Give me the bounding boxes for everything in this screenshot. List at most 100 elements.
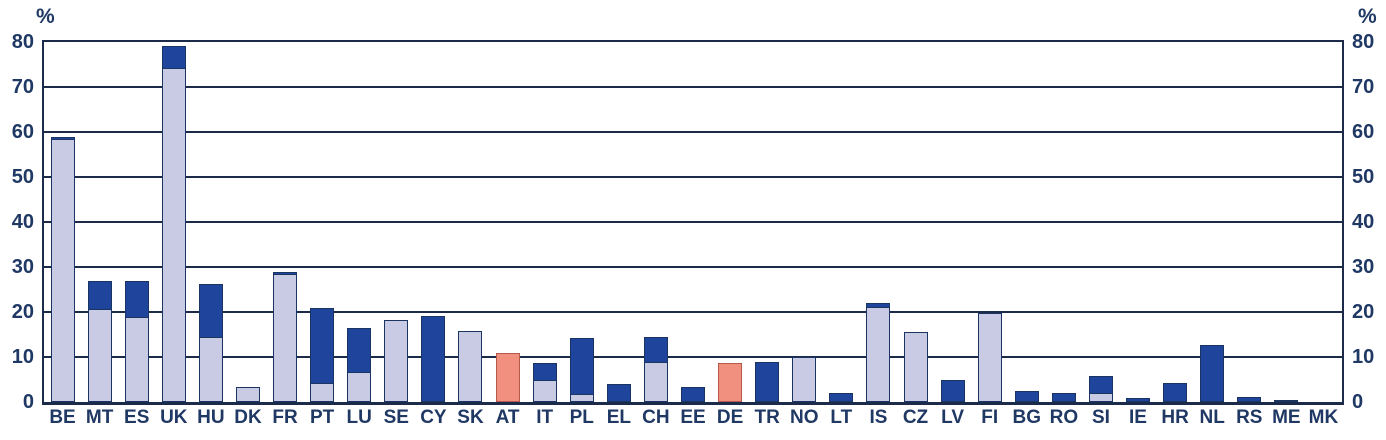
bar-segment-lower-SI: [1088, 393, 1113, 402]
bar-DK: [235, 386, 260, 402]
bar-segment-lower-LU: [347, 372, 372, 402]
bar-segment-lower-IS: [866, 306, 891, 402]
x-label-RS: RS: [1236, 407, 1263, 428]
x-label-HU: HU: [197, 407, 225, 428]
bar-segment-highlight-DE: [718, 363, 743, 402]
bar-CY: [421, 315, 446, 402]
bar-NO: [792, 357, 817, 402]
x-label-ES: ES: [124, 407, 150, 428]
x-label-FI: FI: [981, 407, 999, 428]
x-label-BE: BE: [49, 407, 76, 428]
bar-segment-lower-FR: [273, 274, 298, 402]
y-tick-label-left-10: 10: [11, 346, 34, 368]
bar-MT: [87, 281, 112, 402]
bar-segment-lower-PL: [569, 393, 594, 402]
x-label-DK: DK: [234, 407, 262, 428]
x-label-IT: IT: [536, 407, 554, 428]
y-tick-label-left-30: 30: [11, 256, 34, 278]
bar-segment-upper-RS: [1237, 396, 1262, 402]
y-tick-label-right-30: 30: [1352, 256, 1375, 278]
bar-segment-upper-UK: [161, 45, 186, 70]
bar-segment-upper-NL: [1200, 344, 1225, 402]
y-tick-label-right-0: 0: [1352, 391, 1364, 413]
bar-segment-lower-DK: [235, 386, 260, 402]
x-label-CH: CH: [642, 407, 670, 428]
bar-ES: [124, 281, 149, 402]
bar-segment-lower-CH: [643, 362, 668, 402]
x-label-EL: EL: [606, 407, 631, 428]
bar-segment-lower-PT: [310, 382, 335, 402]
bar-segment-upper-SI: [1088, 376, 1113, 395]
bar-segment-upper-LV: [940, 380, 965, 402]
y-tick-label-right-50: 50: [1352, 166, 1375, 188]
x-label-MK: MK: [1308, 407, 1339, 428]
y-tick-label-left-70: 70: [11, 76, 34, 98]
bar-PT: [310, 307, 335, 402]
x-label-SE: SE: [383, 407, 409, 428]
bar-SE: [384, 319, 409, 402]
y-tick-label-left-50: 50: [11, 166, 34, 188]
bar-FR: [273, 272, 298, 402]
bar-HU: [198, 283, 223, 402]
x-label-CZ: CZ: [902, 407, 929, 428]
bar-NL: [1200, 344, 1225, 402]
y-tick-label-right-80: 80: [1352, 31, 1375, 53]
x-label-SI: SI: [1091, 407, 1110, 428]
bar-RS: [1237, 396, 1262, 402]
y-tick-label-left-60: 60: [11, 121, 34, 143]
bar-segment-upper-HR: [1163, 383, 1188, 402]
y-tick-label-left-80: 80: [11, 31, 34, 53]
bar-segment-upper-EL: [606, 384, 631, 402]
bar-segment-upper-EE: [681, 386, 705, 402]
bar-FI: [977, 313, 1002, 402]
x-label-AT: AT: [495, 407, 520, 428]
bar-CZ: [903, 332, 928, 402]
bar-segment-upper-ES: [124, 281, 149, 319]
y-tick-label-right-20: 20: [1352, 301, 1375, 323]
bar-segment-lower-ES: [124, 317, 149, 402]
bar-PL: [569, 338, 594, 402]
x-label-HR: HR: [1161, 407, 1189, 428]
gridline-70: [44, 86, 1342, 88]
bar-LV: [940, 380, 965, 402]
bar-EL: [606, 384, 631, 402]
x-label-BG: BG: [1012, 407, 1042, 428]
bar-segment-upper-CH: [643, 337, 668, 364]
gridline-30: [44, 266, 1342, 268]
bar-segment-lower-SK: [458, 330, 483, 402]
bar-HR: [1163, 383, 1188, 402]
x-label-NL: NL: [1199, 407, 1225, 428]
bar-IT: [532, 363, 557, 402]
bar-CH: [643, 337, 668, 402]
bar-segment-lower-IT: [532, 379, 557, 402]
x-label-CY: CY: [420, 407, 447, 428]
y-tick-label-right-60: 60: [1352, 121, 1375, 143]
x-label-LT: LT: [830, 407, 853, 428]
bar-segment-upper-CY: [421, 315, 446, 402]
bar-IE: [1126, 397, 1151, 402]
bar-DE: [718, 363, 743, 402]
bar-segment-upper-MT: [87, 281, 112, 311]
y-axis-unit-right: %: [1358, 5, 1377, 28]
bar-SK: [458, 330, 483, 402]
x-label-FR: FR: [272, 407, 298, 428]
bar-UK: [161, 45, 186, 402]
bar-segment-upper-HU: [198, 283, 223, 339]
x-label-LU: LU: [346, 407, 372, 428]
bar-RO: [1051, 393, 1076, 402]
x-label-DE: DE: [716, 407, 744, 428]
bar-AT: [495, 352, 520, 402]
bar-LU: [347, 327, 372, 402]
bar-segment-upper-PL: [569, 338, 594, 396]
bar-segment-upper-LU: [347, 327, 372, 374]
gridline-40: [44, 221, 1342, 223]
bar-segment-lower-CZ: [903, 332, 928, 402]
bar-segment-upper-TR: [755, 361, 780, 402]
bar-ME: [1274, 400, 1299, 402]
y-tick-label-left-0: 0: [22, 391, 34, 413]
bar-segment-lower-UK: [161, 67, 186, 402]
gridline-10: [44, 356, 1342, 358]
bar-segment-lower-HU: [198, 336, 223, 402]
bar-segment-upper-IT: [532, 363, 557, 382]
